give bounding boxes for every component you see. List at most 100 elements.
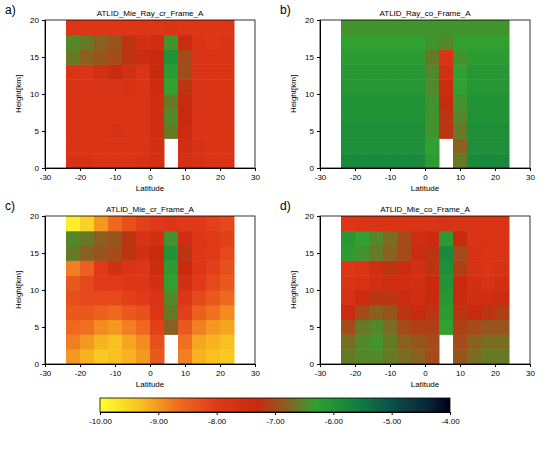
cell [122,153,137,168]
cell [453,290,468,305]
y-tick: 10 [305,90,320,99]
cell [453,50,468,65]
cell [66,260,81,275]
cell [136,290,151,305]
cell [80,216,95,231]
cell [80,305,95,320]
cell [206,349,221,364]
cell [164,50,179,65]
x-tick: -10 [385,364,397,378]
cell [411,305,426,320]
y-tick-mark [42,364,45,365]
cell [178,64,193,79]
cell [467,153,482,168]
x-tick: 10 [456,168,465,182]
cell [164,216,179,231]
cell [439,50,454,65]
x-tick: 30 [526,168,535,182]
y-tick: 20 [305,212,320,221]
cell [341,334,356,349]
y-tick: 15 [30,249,45,258]
cell [453,216,468,231]
x-tick: 0 [148,168,153,182]
y-tick-mark [317,20,320,21]
cell [397,246,412,261]
y-axis-title: Height[km] [289,271,298,309]
cell [495,290,510,305]
cell [425,153,440,168]
cell [439,20,454,35]
cell [397,305,412,320]
cell [108,216,123,231]
y-tick-mark [317,327,320,328]
cell [220,305,235,320]
cell [164,231,179,246]
x-tick-mark [495,168,496,171]
cell [80,231,95,246]
cell [220,50,235,65]
cell [206,35,221,50]
cell [425,334,440,349]
cell [341,290,356,305]
cell [411,260,426,275]
y-tick: 10 [30,90,45,99]
cell [136,349,151,364]
cell [383,35,398,50]
cell [164,124,179,139]
cell [80,349,95,364]
y-axis: 05101520 [30,212,45,369]
y-tick: 20 [30,16,45,25]
cell [206,153,221,168]
cell [178,246,193,261]
cell [453,349,468,364]
cell [122,349,137,364]
panel: -30-20-10010203005101520LatitudeHeight[k… [280,3,535,193]
cell [80,20,95,35]
cell [481,124,496,139]
cell [66,290,81,305]
cell [425,64,440,79]
colorbar-tick-label: -9.00 [150,417,169,426]
cell [220,260,235,275]
cell [108,35,123,50]
cell [355,94,370,109]
cell [136,35,151,50]
y-tick-mark [42,216,45,217]
y-tick-label: 20 [305,16,314,25]
cell [192,64,207,79]
x-tick-mark [220,168,221,171]
x-tick-label: 0 [148,369,153,378]
cell [80,290,95,305]
y-tick: 10 [30,286,45,295]
y-tick-mark [317,131,320,132]
cell [192,216,207,231]
x-tick: 10 [456,364,465,378]
cell [150,50,165,65]
colorbar-tick-mark [392,412,393,415]
y-tick: 10 [305,286,320,295]
cell [397,320,412,335]
y-tick: 5 [310,323,320,332]
cell [439,260,454,275]
colorbar-tick: -6.00 [325,412,344,426]
x-tick-label: 20 [216,369,225,378]
cell [439,246,454,261]
cell [94,246,109,261]
y-tick: 5 [35,127,45,136]
cell [220,124,235,139]
cell [369,334,384,349]
cell [383,246,398,261]
y-tick: 0 [35,164,45,173]
cell [66,275,81,290]
colorbar-axis-line [101,413,451,416]
y-tick-mark [317,216,320,217]
cell [495,334,510,349]
x-tick-mark [495,364,496,367]
cell [411,275,426,290]
y-tick-label: 15 [30,249,39,258]
x-tick-mark [150,364,151,367]
cell [136,260,151,275]
cell [136,94,151,109]
cell [192,124,207,139]
cell [206,20,221,35]
